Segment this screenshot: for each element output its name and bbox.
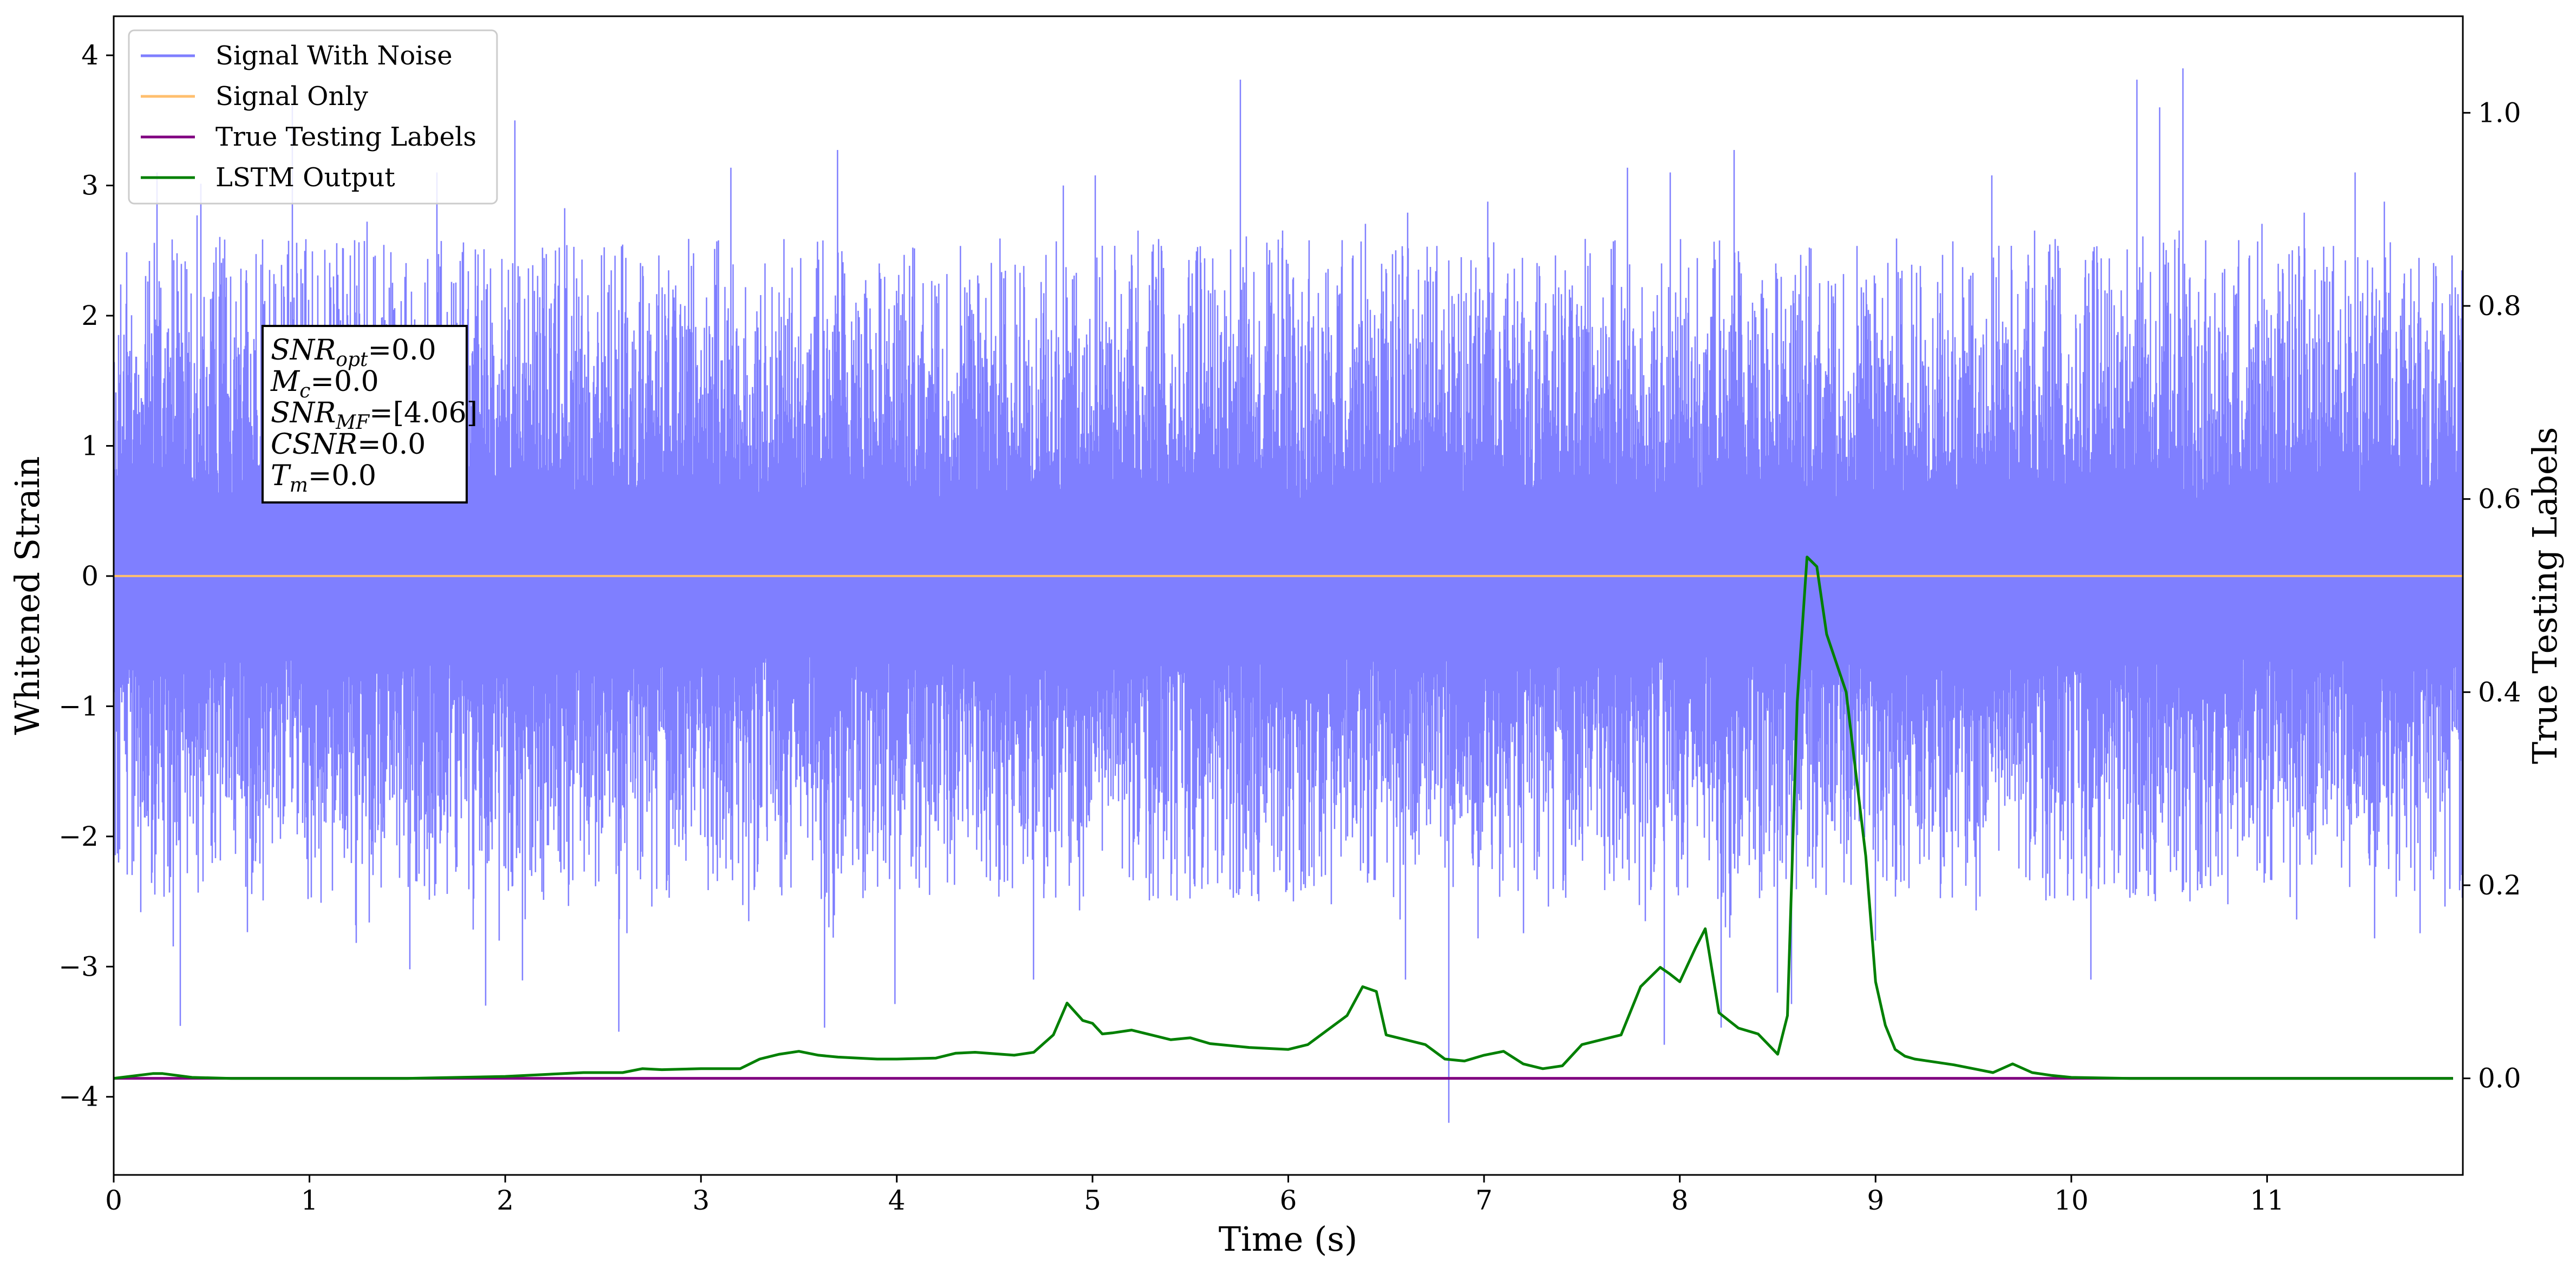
x-tick-label: 9: [1867, 1185, 1884, 1216]
x-tick-label: 5: [1084, 1185, 1101, 1216]
y-tick-label: −1: [58, 690, 99, 722]
series-layer: [114, 68, 2463, 1123]
y-right-tick-label: 0.2: [2478, 870, 2521, 901]
y-tick-label: −2: [58, 821, 99, 852]
x-tick-label: 1: [301, 1185, 318, 1216]
x-tick-label: 3: [692, 1185, 710, 1216]
x-axis-title: Time (s): [1219, 1219, 1358, 1259]
annotation-box: SNRopt=0.0 Mc=0.0 SNRMF=[4.06] CSNR=0.0 …: [261, 325, 478, 504]
annotation-line-mc: Mc=0.0: [270, 365, 379, 402]
legend-box: [128, 29, 498, 205]
y-right-tick-label: 0.4: [2478, 676, 2521, 708]
y-tick-label: 0: [81, 560, 99, 592]
y-tick-label: 1: [81, 430, 99, 461]
x-tick-label: 7: [1475, 1185, 1493, 1216]
legend-label-signal-only: Signal Only: [215, 81, 368, 112]
y-tick-label: 2: [81, 300, 99, 331]
y-right-tick-label: 1.0: [2478, 97, 2521, 128]
annotation-line-snr-opt: SNRopt=0.0: [271, 334, 436, 371]
y-right-tick-label: 0.8: [2478, 290, 2521, 322]
x-tick-label: 0: [105, 1185, 122, 1216]
y-right-tick-label: 0.0: [2478, 1063, 2521, 1094]
x-tick-label: 4: [888, 1185, 905, 1216]
y-tick-label: 3: [81, 170, 99, 201]
x-tick-label: 11: [2250, 1185, 2285, 1216]
series-signal-with-noise: [114, 68, 2463, 1123]
legend: Signal With Noise Signal Only True Testi…: [128, 29, 498, 205]
x-tick-label: 8: [1671, 1185, 1689, 1216]
y-tick-label: 4: [81, 40, 99, 71]
y-axis-title: Whitened Strain: [8, 456, 47, 735]
annotation-line-snr-mf: SNRMF=[4.06]: [271, 397, 478, 434]
y-tick-label: −3: [58, 951, 99, 982]
axes-layer: 0 1 2 3 4 5 6 7 8 9 10 1143210−1−2−3−41.00.80.60.40…: [58, 40, 2521, 1216]
legend-label-signal-with-noise: Signal With Noise: [215, 41, 453, 71]
y-right-tick-label: 0.6: [2478, 484, 2521, 515]
x-tick-label: 6: [1280, 1185, 1297, 1216]
legend-label-true-testing-labels: True Testing Labels: [215, 122, 476, 152]
annotation-frame: [261, 325, 468, 504]
series-lstm-output: [114, 556, 2453, 1080]
annotation-line-csnr: CSNR=0.0: [271, 428, 426, 461]
y-tick-label: −4: [58, 1081, 99, 1113]
x-tick-label: 2: [496, 1185, 514, 1216]
x-tick-label: 10: [2054, 1185, 2089, 1216]
annotation-line-tm: Tm=0.0: [271, 460, 376, 496]
legend-label-lstm-output: LSTM Output: [215, 162, 395, 193]
y-axis-right-title: True Testing Labels: [2525, 427, 2565, 765]
